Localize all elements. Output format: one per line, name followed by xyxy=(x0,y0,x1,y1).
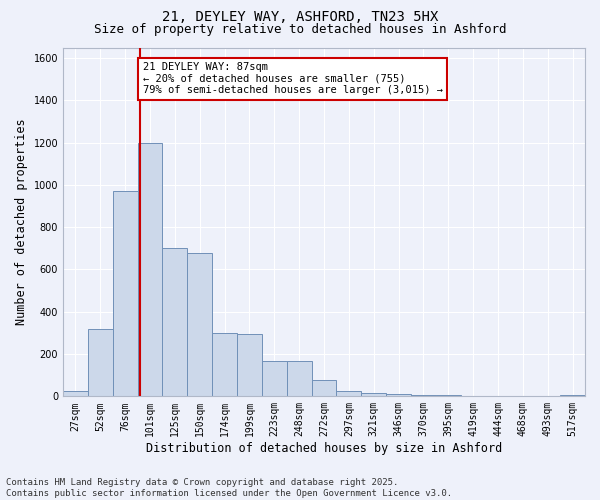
Text: 21 DEYLEY WAY: 87sqm
← 20% of detached houses are smaller (755)
79% of semi-deta: 21 DEYLEY WAY: 87sqm ← 20% of detached h… xyxy=(143,62,443,96)
Bar xyxy=(560,394,585,396)
Bar xyxy=(163,248,187,396)
Bar xyxy=(262,362,287,396)
Bar xyxy=(361,393,386,396)
Y-axis label: Number of detached properties: Number of detached properties xyxy=(15,118,28,325)
X-axis label: Distribution of detached houses by size in Ashford: Distribution of detached houses by size … xyxy=(146,442,502,455)
Bar xyxy=(237,334,262,396)
Bar xyxy=(137,142,163,396)
Bar xyxy=(287,362,311,396)
Bar xyxy=(63,391,88,396)
Bar xyxy=(337,391,361,396)
Bar xyxy=(88,328,113,396)
Bar xyxy=(212,333,237,396)
Bar xyxy=(187,252,212,396)
Text: Size of property relative to detached houses in Ashford: Size of property relative to detached ho… xyxy=(94,22,506,36)
Bar xyxy=(113,192,137,396)
Bar xyxy=(386,394,411,396)
Text: 21, DEYLEY WAY, ASHFORD, TN23 5HX: 21, DEYLEY WAY, ASHFORD, TN23 5HX xyxy=(162,10,438,24)
Bar xyxy=(311,380,337,396)
Text: Contains HM Land Registry data © Crown copyright and database right 2025.
Contai: Contains HM Land Registry data © Crown c… xyxy=(6,478,452,498)
